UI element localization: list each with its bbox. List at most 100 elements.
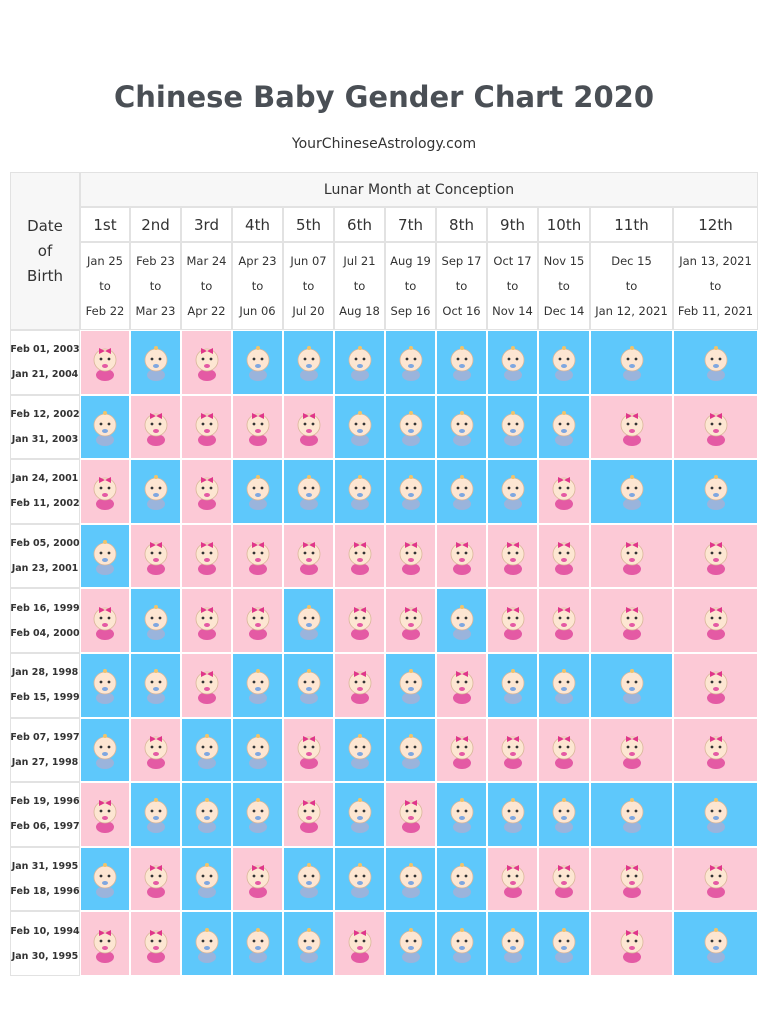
girl-cell [181, 394, 232, 460]
girl-cell [385, 782, 436, 847]
boy-cell [385, 653, 436, 718]
cell-text: Jun 06 [239, 303, 276, 318]
baby-icon [297, 412, 320, 446]
boy-cell [436, 330, 487, 395]
boy-cell [80, 394, 130, 460]
girl-cell [232, 523, 283, 589]
girl-cell [283, 394, 334, 460]
cell-text: Jan 31, 1995 [11, 861, 79, 873]
date-range: Nov 15 to Dec 14 [538, 242, 590, 330]
month-header: 6th [334, 207, 385, 242]
baby-icon [620, 606, 643, 640]
baby-icon [552, 410, 576, 446]
boy-cell [232, 330, 283, 395]
baby-icon [450, 671, 473, 705]
boy-cell [436, 782, 487, 847]
cell-text: Jan 21, 2004 [11, 369, 79, 381]
boy-cell [590, 459, 673, 524]
girl-cell [232, 394, 283, 460]
baby-icon [195, 348, 218, 382]
cell-text: Feb 22 [85, 303, 125, 318]
girl-cell [590, 523, 673, 589]
boy-cell [283, 653, 334, 718]
girl-cell [487, 846, 538, 912]
boy-cell [590, 653, 673, 718]
boy-cell [538, 330, 590, 395]
girl-cell [80, 330, 130, 395]
baby-icon [348, 475, 371, 511]
baby-icon [450, 475, 473, 511]
boy-cell [673, 330, 758, 395]
baby-icon [450, 542, 473, 576]
girl-cell [436, 653, 487, 718]
baby-icon [501, 542, 524, 576]
cell-text: Jan 28, 1998 [11, 667, 79, 679]
cell-text: Sep 17 [441, 253, 482, 268]
baby-icon [195, 927, 218, 963]
baby-icon [144, 412, 167, 446]
baby-icon [195, 542, 218, 576]
boy-cell [130, 459, 181, 524]
baby-icon [93, 669, 117, 705]
cell-text: Dec 15 [611, 253, 652, 268]
date-range: Feb 23 to Mar 23 [130, 242, 181, 330]
girl-cell [130, 911, 181, 976]
date-range: Oct 17 to Nov 14 [487, 242, 538, 330]
date-range: Sep 17 to Oct 16 [436, 242, 487, 330]
girl-cell [80, 911, 130, 976]
baby-icon [552, 865, 576, 899]
date-range: Apr 23 to Jun 06 [232, 242, 283, 330]
cell-text: Apr 22 [187, 303, 226, 318]
girl-cell [436, 523, 487, 589]
baby-icon [348, 410, 371, 446]
baby-icon [93, 540, 117, 576]
cell-text: Aug 19 [390, 253, 431, 268]
girl-cell [538, 523, 590, 589]
cell-text: 10th [546, 215, 582, 234]
birth-range: Jan 31, 1995 Feb 18, 1996 [10, 846, 80, 912]
baby-icon [144, 929, 167, 963]
subtitle: YourChineseAstrology.com [291, 136, 477, 152]
boy-cell [80, 717, 130, 783]
boy-cell [283, 588, 334, 653]
baby-icon [450, 346, 473, 382]
cell-text: Feb 11, 2002 [10, 498, 80, 510]
boy-cell [334, 459, 385, 524]
baby-icon [620, 475, 643, 511]
baby-icon [297, 475, 320, 511]
cell-text: Jan 30, 1995 [11, 950, 79, 962]
cell-text: Oct 17 [493, 253, 532, 268]
baby-icon [501, 798, 524, 834]
month-header: 8th [436, 207, 487, 242]
baby-icon [704, 346, 727, 382]
baby-icon [144, 346, 167, 382]
baby-icon [620, 346, 643, 382]
baby-icon [144, 865, 167, 899]
boy-cell [436, 394, 487, 460]
baby-icon [704, 412, 727, 446]
girl-cell [436, 717, 487, 783]
baby-icon [501, 927, 524, 963]
baby-icon [620, 412, 643, 446]
cell-text: Feb 05, 2000 [10, 538, 80, 550]
title: Chinese Baby Gender Chart 2020 [113, 80, 655, 114]
baby-icon [348, 798, 371, 834]
boy-cell [436, 588, 487, 653]
boy-cell [283, 330, 334, 395]
cell-text: Jan 12, 2021 [595, 303, 668, 318]
cell-text: Feb 23 [136, 253, 175, 268]
boy-cell [436, 459, 487, 524]
baby-icon [620, 798, 643, 834]
birth-range: Feb 07, 1997 Jan 27, 1998 [10, 717, 80, 783]
group-header: Lunar Month at Conception [80, 172, 758, 207]
baby-icon [195, 863, 218, 899]
baby-icon [501, 735, 524, 769]
cell-text: Nov 15 [543, 253, 585, 268]
girl-cell [283, 717, 334, 783]
baby-icon [450, 798, 473, 834]
boy-cell [385, 459, 436, 524]
girl-cell [334, 653, 385, 718]
month-header: 10th [538, 207, 590, 242]
date-range: Aug 19 to Sep 16 [385, 242, 436, 330]
baby-icon [552, 798, 576, 834]
